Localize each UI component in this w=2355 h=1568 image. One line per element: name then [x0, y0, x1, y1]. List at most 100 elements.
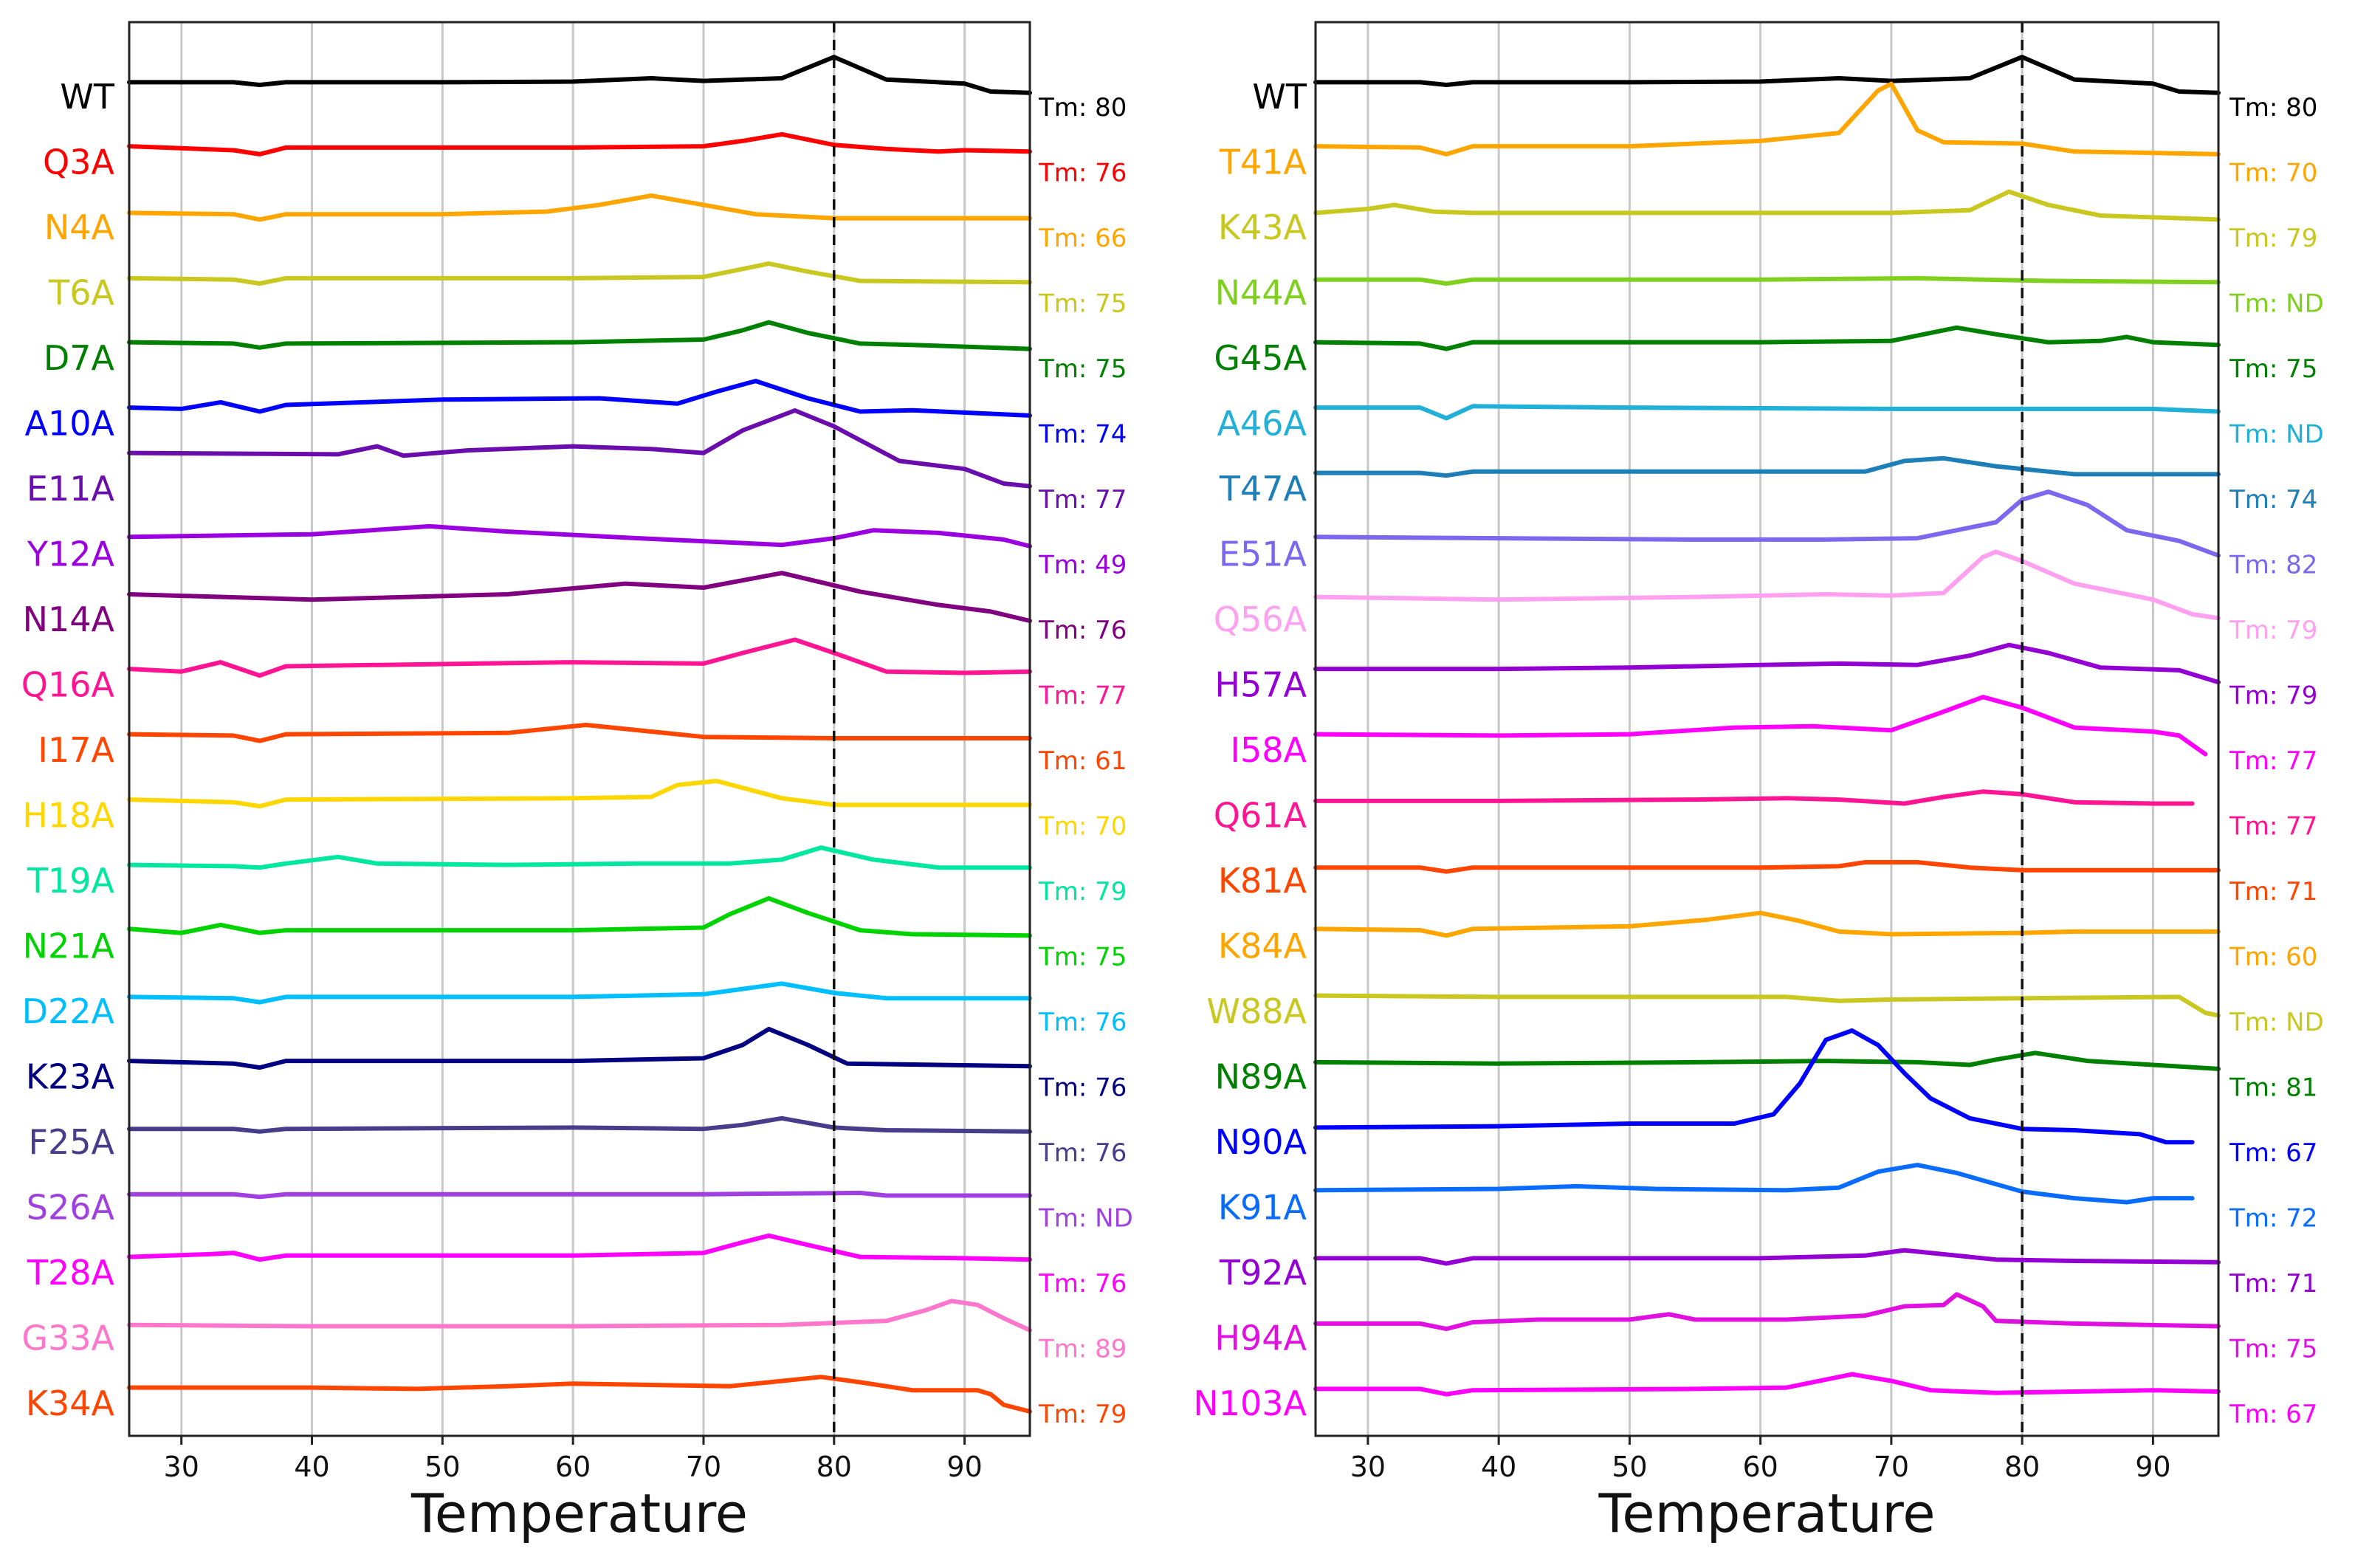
- x-tick-label: 80: [816, 1451, 852, 1483]
- series-label-N103A: N103A: [1193, 1383, 1307, 1423]
- tm-value-I17A: Tm: 61: [1038, 746, 1127, 776]
- tm-value-G45A: Tm: 75: [2229, 354, 2317, 384]
- series-curve-Q61A: [1313, 789, 2195, 806]
- tm-value-K23A: Tm: 76: [1038, 1073, 1127, 1103]
- tm-value-K43A: Tm: 79: [2229, 224, 2317, 253]
- series-label-N89A: N89A: [1215, 1057, 1307, 1097]
- series-curve-E11A: [127, 408, 1032, 489]
- tm-value-N14A: Tm: 76: [1038, 616, 1127, 645]
- series-curve-K84A: [1313, 910, 2221, 938]
- series-label-K84A: K84A: [1218, 926, 1307, 966]
- tm-value-H94A: Tm: 75: [2229, 1335, 2317, 1364]
- series-label-W88A: W88A: [1207, 991, 1307, 1031]
- tm-value-K81A: Tm: 71: [2229, 877, 2317, 907]
- series-label-N4A: N4A: [44, 207, 115, 247]
- x-tick-label: 80: [2004, 1451, 2040, 1483]
- x-tick-label: 60: [1742, 1451, 1778, 1483]
- tm-value-Q3A: Tm: 76: [1038, 159, 1127, 188]
- series-curve-K34A: [127, 1375, 1032, 1414]
- series-label-I58A: I58A: [1230, 730, 1307, 770]
- tm-value-T47A: Tm: 74: [2229, 485, 2317, 515]
- x-axis-label: Temperature: [1598, 1482, 1935, 1544]
- tm-value-T6A: Tm: 75: [1038, 289, 1127, 319]
- series-label-H18A: H18A: [22, 796, 114, 836]
- series-label-WT: WT: [1252, 77, 1307, 117]
- tm-value-H57A: Tm: 79: [2229, 681, 2317, 711]
- tm-value-WT: Tm: 80: [1038, 93, 1127, 123]
- series-curve-F25A: [127, 1115, 1032, 1134]
- series-label-D7A: D7A: [44, 338, 115, 378]
- series-curve-W88A: [1313, 993, 2221, 1018]
- x-tick-label: 30: [1350, 1451, 1386, 1483]
- series-label-H94A: H94A: [1214, 1318, 1307, 1358]
- series-label-T28A: T28A: [27, 1253, 115, 1293]
- series-curve-H57A: [1313, 642, 2221, 685]
- series-label-K43A: K43A: [1218, 207, 1307, 247]
- series-curve-I17A: [127, 723, 1032, 743]
- series-curve-N4A: [127, 193, 1032, 222]
- x-axis-label: Temperature: [410, 1482, 748, 1544]
- tm-value-Q56A: Tm: 79: [2229, 616, 2317, 645]
- series-curve-H18A: [127, 778, 1032, 809]
- series-label-N90A: N90A: [1215, 1122, 1307, 1162]
- tm-value-N21A: Tm: 75: [1038, 943, 1127, 972]
- tm-value-E51A: Tm: 82: [2229, 551, 2317, 580]
- series-curve-N14A: [127, 571, 1032, 623]
- tm-value-Y12A: Tm: 49: [1038, 551, 1127, 580]
- series-curve-N44A: [1313, 275, 2221, 286]
- series-label-T47A: T47A: [1219, 469, 1307, 509]
- series-curve-S26A: [127, 1190, 1032, 1200]
- tm-value-K91A: Tm: 72: [2229, 1204, 2317, 1234]
- series-curve-N103A: [1313, 1372, 2221, 1397]
- series-label-I17A: I17A: [38, 730, 114, 770]
- x-tick-label: 30: [164, 1451, 199, 1483]
- series-curve-WT: [127, 55, 1032, 95]
- series-curve-T19A: [127, 845, 1032, 870]
- series-label-N21A: N21A: [23, 926, 115, 966]
- tm-value-N90A: Tm: 67: [2229, 1138, 2317, 1168]
- series-curve-G33A: [127, 1299, 1032, 1333]
- series-curve-N89A: [1313, 1051, 2221, 1071]
- series-label-Q3A: Q3A: [43, 142, 114, 182]
- series-curve-Q16A: [127, 637, 1032, 678]
- plot-frame: [128, 21, 1031, 1437]
- series-label-N14A: N14A: [23, 599, 115, 639]
- tm-value-A46A: Tm: ND: [2229, 420, 2324, 450]
- series-curve-Q3A: [127, 131, 1032, 157]
- x-tick-label: 70: [686, 1451, 721, 1483]
- series-label-F25A: F25A: [29, 1122, 115, 1162]
- tm-value-W88A: Tm: ND: [2229, 1008, 2324, 1037]
- series-label-Q16A: Q16A: [21, 665, 115, 705]
- right-panel: WT Tm: 80 T41A Tm: 70 K43A Tm: 79 N44A Tm: ND G4…: [1193, 21, 2324, 1544]
- series-label-A46A: A46A: [1217, 404, 1307, 444]
- series-curve-T47A: [1313, 455, 2221, 478]
- series-label-K91A: K91A: [1218, 1188, 1307, 1228]
- x-tick-label: 40: [1481, 1451, 1516, 1483]
- series-label-N44A: N44A: [1215, 273, 1307, 313]
- series-curve-T92A: [1313, 1248, 2221, 1266]
- series-curve-D22A: [127, 981, 1032, 1005]
- series-curve-I58A: [1313, 695, 2208, 757]
- series-label-T92A: T92A: [1219, 1253, 1307, 1293]
- series-label-H57A: H57A: [1214, 665, 1307, 705]
- series-curve-A46A: [1313, 404, 2221, 421]
- series-curve-N21A: [127, 895, 1032, 938]
- tm-value-F25A: Tm: 76: [1038, 1138, 1127, 1168]
- series-curve-Q56A: [1313, 549, 2221, 621]
- x-tick-label: 70: [1874, 1451, 1909, 1483]
- tm-value-E11A: Tm: 77: [1038, 485, 1127, 515]
- tm-value-N89A: Tm: 81: [2229, 1073, 2317, 1103]
- series-label-S26A: S26A: [27, 1188, 115, 1228]
- tm-value-K84A: Tm: 60: [2229, 943, 2317, 972]
- series-label-K81A: K81A: [1218, 861, 1307, 901]
- series-curve-G45A: [1313, 325, 2221, 351]
- tm-value-Q16A: Tm: 77: [1038, 681, 1127, 711]
- x-tick-label: 90: [2135, 1451, 2170, 1483]
- series-curve-N90A: [1313, 1028, 2195, 1145]
- x-tick-label: 90: [946, 1451, 982, 1483]
- series-curve-T41A: [1313, 81, 2221, 157]
- x-tick-label: 50: [1612, 1451, 1647, 1483]
- series-label-A10A: A10A: [25, 404, 115, 444]
- series-curve-T28A: [127, 1233, 1032, 1262]
